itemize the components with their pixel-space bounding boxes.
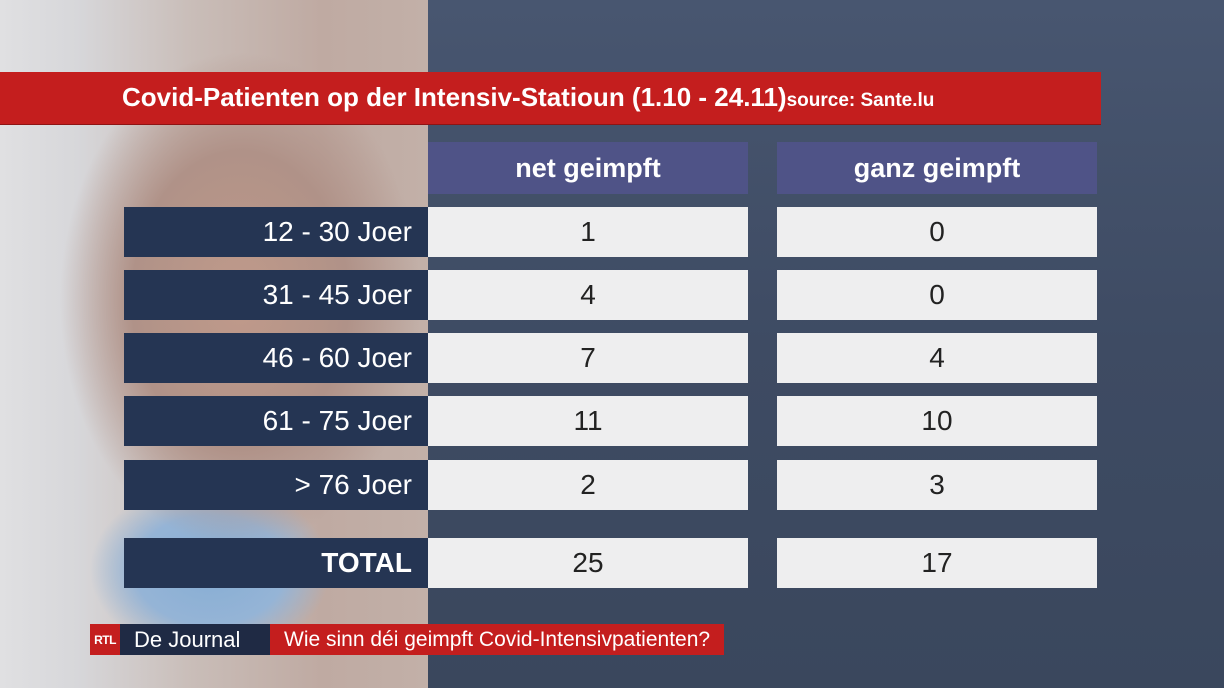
total-cell: 25	[428, 538, 748, 588]
row-label: 12 - 30 Joer	[124, 207, 428, 257]
column-header-net-geimpft: net geimpft	[428, 142, 748, 194]
table-cell: 7	[428, 333, 748, 383]
row-label: 31 - 45 Joer	[124, 270, 428, 320]
source-label: source: Sante.lu	[786, 90, 935, 111]
table-cell: 0	[777, 270, 1097, 320]
row-label: > 76 Joer	[124, 460, 428, 510]
table-cell: 3	[777, 460, 1097, 510]
title-bar	[0, 72, 1101, 125]
table-cell: 1	[428, 207, 748, 257]
headline: Wie sinn déi geimpft Covid-Intensivpatie…	[270, 624, 725, 655]
rtl-logo: RTL	[90, 624, 120, 655]
table-cell: 0	[777, 207, 1097, 257]
column-header-ganz-geimpft: ganz geimpft	[777, 142, 1097, 194]
table-cell: 11	[428, 396, 748, 446]
total-cell: 17	[777, 538, 1097, 588]
table-cell: 2	[428, 460, 748, 510]
table-cell: 4	[428, 270, 748, 320]
row-label: 46 - 60 Joer	[124, 333, 428, 383]
lower-third: RTL De Journal Wie sinn déi geimpft Covi…	[90, 624, 725, 655]
row-label: 61 - 75 Joer	[124, 396, 428, 446]
title-main: Covid-Patienten op der Intensiv-Statioun…	[122, 82, 787, 112]
table-cell: 10	[777, 396, 1097, 446]
table-cell: 4	[777, 333, 1097, 383]
chart-title: Covid-Patienten op der Intensiv-Statioun…	[122, 82, 934, 116]
show-name: De Journal	[120, 624, 270, 655]
total-label: TOTAL	[124, 538, 428, 588]
